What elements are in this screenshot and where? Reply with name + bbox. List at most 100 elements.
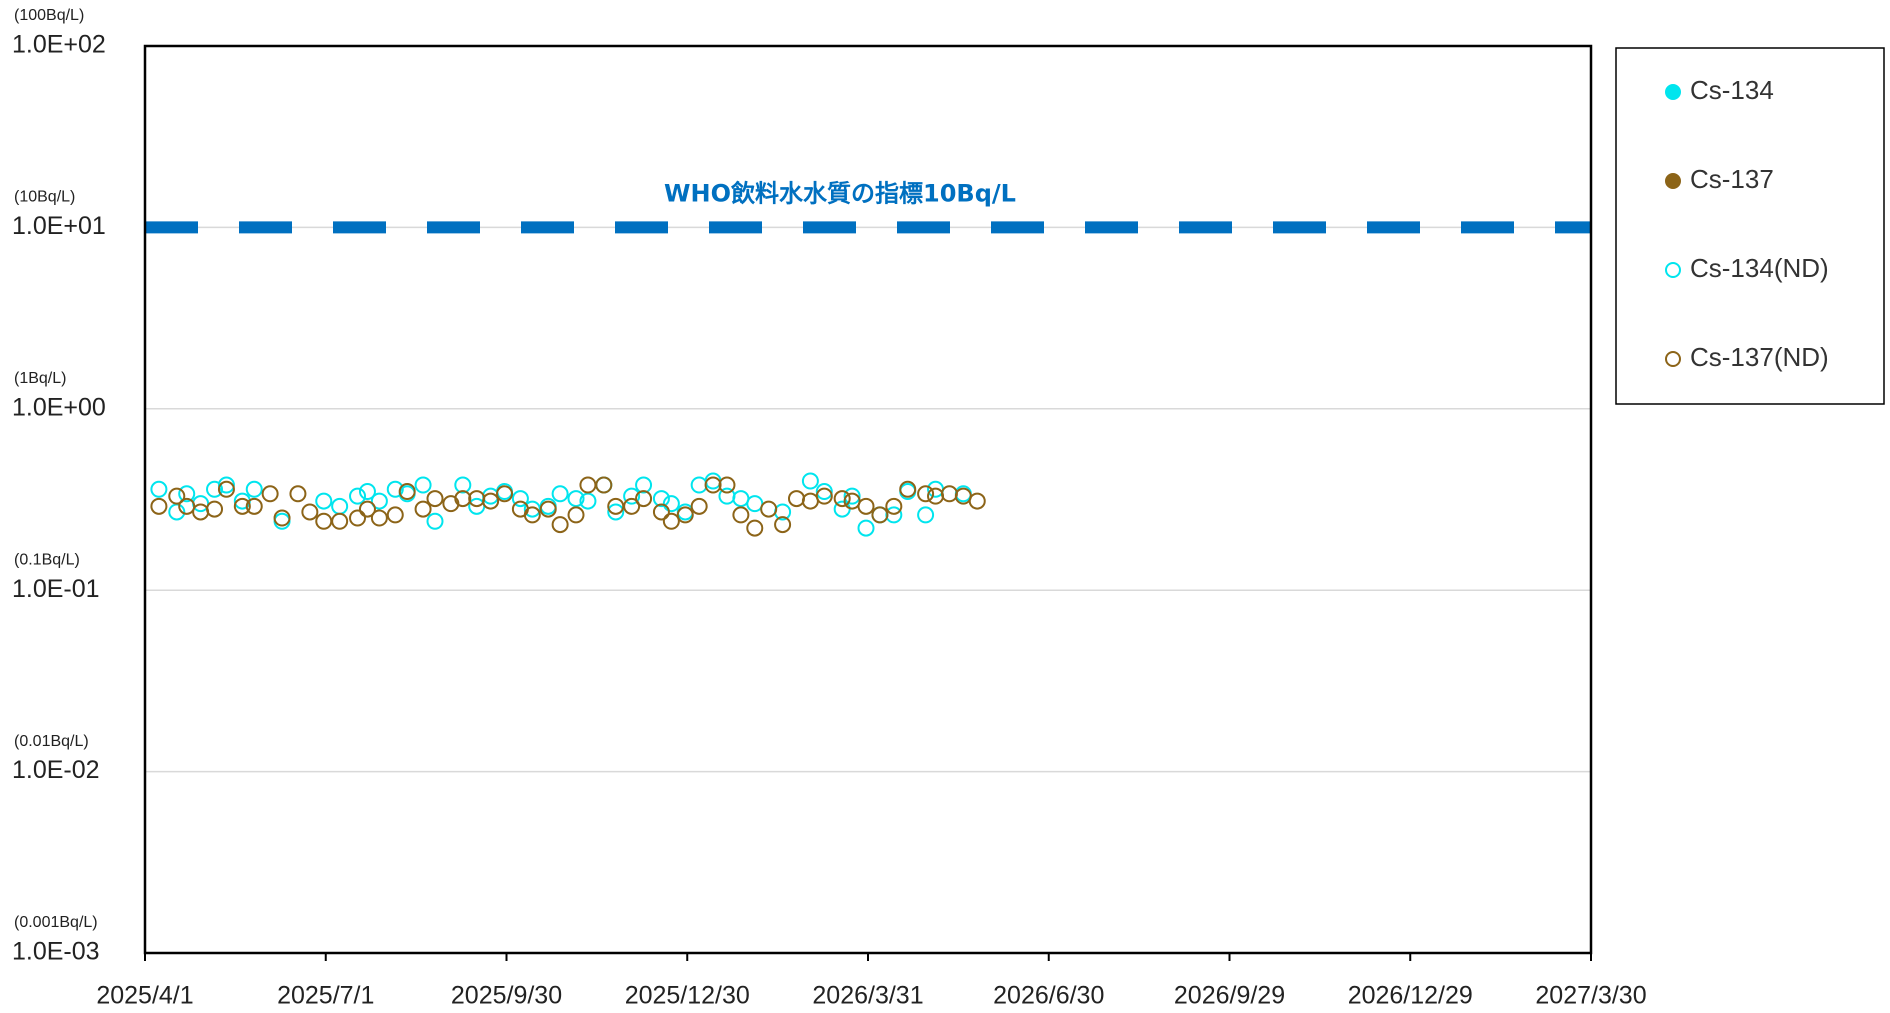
x-tick-label: 2025/12/30 — [625, 982, 750, 1010]
data-point — [567, 506, 585, 524]
legend-marker — [1665, 173, 1681, 189]
data-point — [595, 476, 613, 494]
data-point — [732, 490, 750, 508]
y-tick-label: 1.0E-02 — [12, 756, 100, 784]
data-point — [652, 503, 670, 521]
data-point — [968, 492, 986, 510]
data-point — [233, 497, 251, 515]
data-point — [178, 485, 196, 503]
data-point — [496, 485, 514, 503]
data-point — [261, 485, 279, 503]
y-unit-label: (1Bq/L) — [14, 370, 66, 387]
data-point — [662, 495, 680, 513]
y-unit-label: (100Bq/L) — [14, 7, 84, 24]
data-point — [718, 476, 736, 494]
data-point — [579, 492, 597, 510]
y-tick-label: 1.0E-01 — [12, 575, 100, 603]
x-tick-label: 2027/3/30 — [1535, 982, 1646, 1010]
data-point — [482, 492, 500, 510]
data-point — [833, 490, 851, 508]
data-point — [774, 516, 792, 534]
y-tick-label: 1.0E+02 — [12, 31, 106, 59]
data-point — [315, 492, 333, 510]
data-point — [370, 509, 388, 527]
data-point — [801, 472, 819, 490]
data-point — [746, 495, 764, 513]
data-point — [857, 519, 875, 537]
data-point — [843, 487, 861, 505]
data-point — [940, 485, 958, 503]
data-point — [386, 506, 404, 524]
x-tick-label: 2026/3/31 — [812, 982, 923, 1010]
data-point — [178, 497, 196, 515]
data-point — [760, 500, 778, 518]
legend-marker — [1665, 262, 1681, 278]
legend-label: Cs-137 — [1690, 164, 1774, 194]
data-point — [206, 480, 224, 498]
x-tick-label: 2026/9/29 — [1174, 982, 1285, 1010]
data-point — [815, 483, 833, 501]
data-point — [414, 476, 432, 494]
reference-label: WHO飲料水水質の指標10Bq/L — [664, 179, 1016, 207]
x-tick-label: 2026/12/29 — [1348, 982, 1473, 1010]
y-unit-label: (0.01Bq/L) — [14, 733, 89, 750]
data-point — [358, 483, 376, 501]
data-point — [217, 480, 235, 498]
data-point — [662, 512, 680, 530]
data-point — [857, 497, 875, 515]
data-point — [150, 497, 168, 515]
data-point — [871, 506, 889, 524]
data-point — [885, 506, 903, 524]
data-point — [635, 490, 653, 508]
data-point — [623, 497, 641, 515]
data-point — [245, 480, 263, 498]
y-unit-label: (0.1Bq/L) — [14, 551, 80, 568]
data-point — [523, 506, 541, 524]
legend-marker — [1665, 84, 1681, 100]
data-point — [206, 500, 224, 518]
data-point — [454, 490, 472, 508]
data-point — [273, 509, 291, 527]
data-point — [426, 512, 444, 530]
data-point — [168, 487, 186, 505]
data-point — [551, 516, 569, 534]
y-tick-label: 1.0E-03 — [12, 938, 100, 966]
legend-label: Cs-137(ND) — [1690, 342, 1829, 372]
data-point — [635, 476, 653, 494]
data-point — [815, 487, 833, 505]
data-point — [414, 500, 432, 518]
data-point — [217, 476, 235, 494]
data-point — [787, 490, 805, 508]
data-point — [386, 480, 404, 498]
data-point — [511, 490, 529, 508]
data-point — [539, 500, 557, 518]
y-unit-label: (10Bq/L) — [14, 189, 75, 206]
data-point — [370, 492, 388, 510]
legend-marker — [1665, 351, 1681, 367]
data-point — [652, 490, 670, 508]
data-point — [917, 506, 935, 524]
data-point — [917, 485, 935, 503]
data-point — [454, 476, 472, 494]
data-point — [349, 509, 367, 527]
data-point — [676, 506, 694, 524]
data-point — [426, 490, 444, 508]
x-tick-label: 2025/4/1 — [96, 982, 193, 1010]
data-point — [315, 512, 333, 530]
data-point — [690, 497, 708, 515]
data-point — [732, 506, 750, 524]
y-unit-label: (0.001Bq/L) — [14, 914, 98, 931]
data-point — [690, 476, 708, 494]
plot-frame — [143, 44, 1593, 955]
data-point — [150, 480, 168, 498]
data-point — [301, 503, 319, 521]
data-point — [704, 476, 722, 494]
legend-label: Cs-134(ND) — [1690, 253, 1829, 283]
data-point — [746, 519, 764, 537]
data-point — [398, 483, 416, 501]
data-point — [331, 497, 349, 515]
legend-box — [1615, 47, 1885, 405]
data-point — [331, 512, 349, 530]
y-tick-label: 1.0E+01 — [12, 212, 106, 240]
